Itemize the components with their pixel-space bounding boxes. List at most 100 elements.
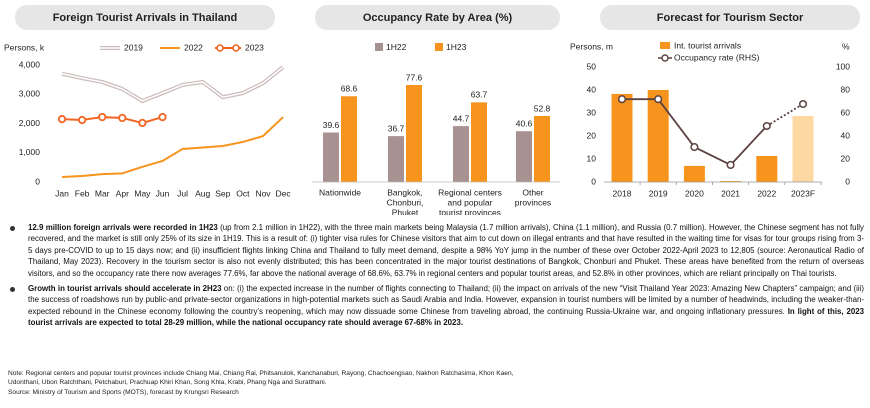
point <box>726 160 735 170</box>
x-tick-label: 2020 <box>685 188 704 198</box>
bar <box>323 132 339 182</box>
series-line-segment <box>729 125 768 166</box>
y2-tick-label: 20 <box>841 153 851 163</box>
x-tick-label: Phuket <box>392 207 419 215</box>
text: on: (i) the expected increase in the num… <box>28 284 865 316</box>
point <box>98 112 107 122</box>
legend-label: 1H23 <box>446 42 467 52</box>
bar <box>406 85 422 182</box>
legend-label: 2019 <box>124 42 143 52</box>
y-axis-label: Persons, m <box>570 41 613 51</box>
point <box>158 112 167 122</box>
x-tick-label: Jun <box>156 188 170 198</box>
chart-title: Forecast for Tourism Sector <box>657 12 804 24</box>
body-text: 12.9 million foreign arrivals were recor… <box>8 222 864 333</box>
x-tick-label: Nov <box>255 188 271 198</box>
chart-title: Occupancy Rate by Area (%) <box>363 12 513 24</box>
x-tick-label: Feb <box>75 188 90 198</box>
value-label: 52.8 <box>534 103 551 113</box>
x-tick-label: provinces <box>515 197 551 207</box>
y-tick-label: 4,000 <box>19 59 41 69</box>
value-label: 39.6 <box>323 120 340 130</box>
x-tick-label: Jan <box>55 188 69 198</box>
value-label: 40.6 <box>516 119 533 129</box>
x-tick-label: 2021 <box>721 188 740 198</box>
x-tick-label: 2018 <box>613 188 632 198</box>
title-box <box>600 5 860 30</box>
legend-label: 2022 <box>184 42 203 52</box>
title-box <box>315 5 560 30</box>
title-box <box>15 5 275 30</box>
bar <box>471 102 487 182</box>
y-tick-label: 30 <box>587 107 597 117</box>
legend-marker <box>216 44 224 52</box>
series-line-segment <box>694 146 731 166</box>
legend-marker <box>661 54 669 62</box>
point <box>762 121 771 131</box>
legend-swatch <box>660 42 670 49</box>
bar <box>720 181 742 182</box>
y-tick-label: 1,000 <box>19 147 41 157</box>
legend-label: Int. tourist arrivals <box>674 40 741 50</box>
charts: Foreign Tourist Arrivals in Thailand Pers… <box>4 5 860 215</box>
y-tick-label: 0 <box>591 176 596 186</box>
point <box>138 118 147 128</box>
x-tick-label: May <box>134 188 151 198</box>
bold-text: 12.9 million foreign arrivals were recor… <box>28 223 218 232</box>
y-axis-label: Persons, k <box>4 42 45 52</box>
x-tick-label: Regional centers <box>438 187 502 197</box>
x-tick-label: 2023F <box>791 188 815 198</box>
bar <box>647 90 669 182</box>
series-line-inner <box>61 66 284 102</box>
series-line <box>61 116 284 179</box>
y-tick-label: 0 <box>35 176 40 186</box>
x-tick-label: Nationwide <box>319 187 361 197</box>
bar <box>516 131 532 182</box>
x-tick-label: Other <box>522 187 543 197</box>
y-tick-label: 2,000 <box>19 118 41 128</box>
bar <box>388 136 404 182</box>
x-tick-label: Jul <box>177 188 188 198</box>
text: (up from 2.1 million in 1H22), with the … <box>28 223 864 278</box>
x-tick-label: tourist provinces <box>439 207 501 215</box>
x-tick-label: Mar <box>95 188 110 198</box>
series-line-segment <box>657 98 696 148</box>
series-line <box>61 116 163 124</box>
bar <box>453 126 469 182</box>
bar <box>341 96 357 182</box>
bold-text: In light of this, 2023 tourist arrivals … <box>28 306 864 328</box>
value-label: 44.7 <box>453 113 470 123</box>
legend-label: 1H22 <box>386 42 407 52</box>
bar <box>756 156 778 182</box>
chart-title: Foreign Tourist Arrivals in Thailand <box>53 12 238 24</box>
x-tick-label: Dec <box>276 188 292 198</box>
y2-tick-label: 60 <box>841 107 851 117</box>
x-tick-label: Chonburi, <box>387 197 424 207</box>
legend-swatch <box>435 43 443 51</box>
y2-tick-label: 40 <box>841 130 851 140</box>
y-tick-label: 3,000 <box>19 89 41 99</box>
x-tick-label: and popular <box>448 197 493 207</box>
x-tick-label: Apr <box>116 188 129 198</box>
x-tick-label: Sep <box>215 188 230 198</box>
source: Source: Ministry of Tourism and Sports (… <box>8 389 239 396</box>
bar <box>534 116 550 182</box>
x-tick-label: 2022 <box>757 188 776 198</box>
legend-label: Occupancy rate (RHS) <box>674 52 760 62</box>
point <box>78 115 87 125</box>
x-tick-label: Oct <box>236 188 250 198</box>
y-tick-label: 50 <box>587 61 597 71</box>
bar <box>683 165 705 182</box>
point <box>654 95 663 104</box>
value-label: 63.7 <box>471 90 488 100</box>
y-tick-label: 10 <box>587 153 597 163</box>
y-tick-label: 20 <box>587 130 597 140</box>
x-tick-label: Aug <box>195 188 210 198</box>
bullet-paragraph: 12.9 million foreign arrivals were recor… <box>8 222 864 279</box>
legend-swatch <box>375 43 383 51</box>
bar <box>611 93 633 182</box>
value-label: 77.6 <box>406 72 423 82</box>
note: Note: Regional centers and popular touri… <box>8 370 514 386</box>
y-tick-label: 40 <box>587 84 597 94</box>
